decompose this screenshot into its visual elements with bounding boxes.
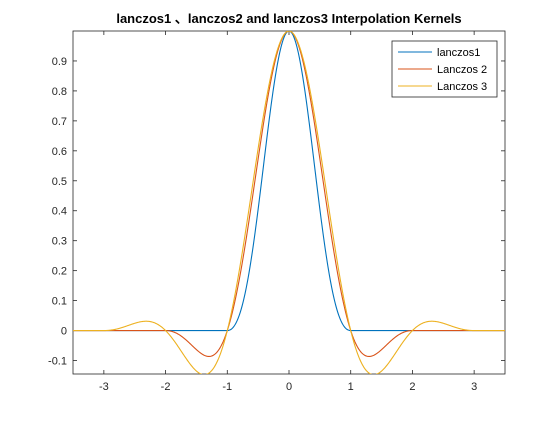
y-tick-label: 0.5	[52, 176, 67, 188]
x-tick-label: -2	[161, 381, 171, 393]
x-tick-label: 1	[348, 381, 354, 393]
x-tick-label: -3	[99, 381, 109, 393]
chart-title: lanczos1 、lanczos2 and lanczos3 Interpol…	[116, 11, 461, 26]
y-tick-label: 0.8	[52, 86, 67, 98]
y-tick-label: 0.4	[52, 206, 67, 218]
series-line-3	[73, 31, 505, 374]
legend-label-1: lanczos1	[437, 47, 480, 59]
legend-label-3: Lanczos 3	[437, 81, 487, 93]
y-tick-label: 0	[61, 326, 67, 338]
legend-label-2: Lanczos 2	[437, 64, 487, 76]
series-line-2	[73, 31, 505, 358]
x-tick-label: 0	[286, 381, 292, 393]
y-tick-label: -0.1	[48, 356, 67, 368]
x-tick-label: 3	[471, 381, 477, 393]
y-tick-label: 0.9	[52, 56, 67, 68]
y-tick-label: 0.1	[52, 296, 67, 308]
y-tick-label: 0.7	[52, 116, 67, 128]
y-tick-label: 0.6	[52, 146, 67, 158]
y-tick-label: 0.3	[52, 236, 67, 248]
x-tick-label: -1	[222, 381, 232, 393]
y-tick-label: 0.2	[52, 266, 67, 278]
x-tick-label: 2	[409, 381, 415, 393]
